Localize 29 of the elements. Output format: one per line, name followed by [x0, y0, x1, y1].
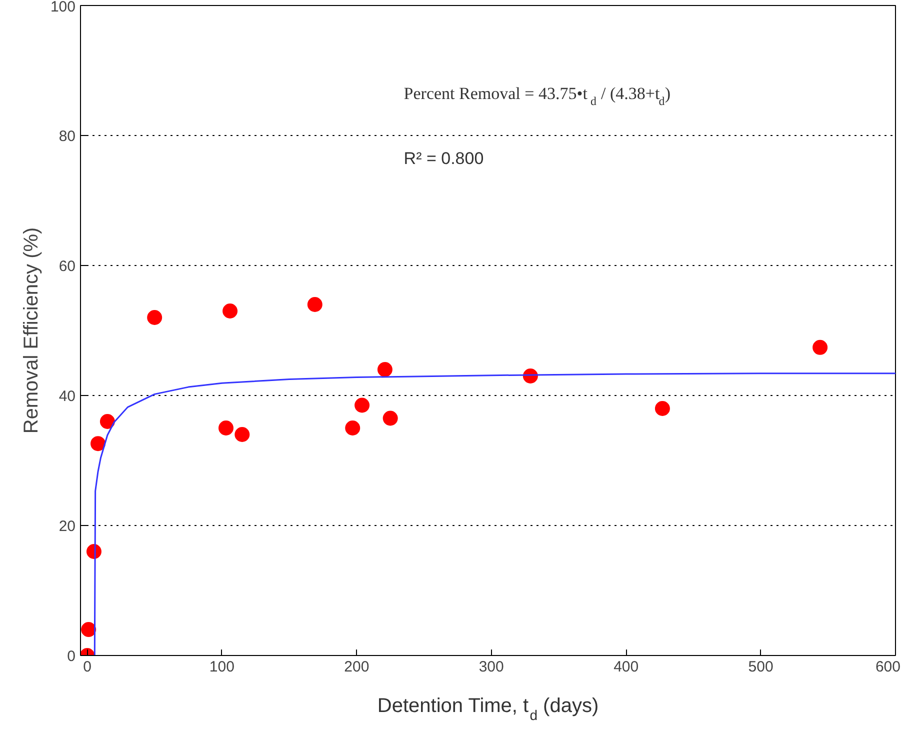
point	[218, 420, 234, 436]
point	[377, 362, 392, 377]
annotation: R² = 0.800	[404, 149, 484, 168]
y-tick-label: 80	[58, 128, 76, 145]
point	[81, 622, 96, 637]
x-tick-label: 400	[614, 658, 639, 676]
point	[234, 427, 250, 442]
point	[307, 297, 322, 312]
x-tick-label: 0	[83, 658, 92, 676]
x-tick-label: 500	[748, 658, 774, 676]
y-tick-label: 20	[58, 518, 76, 535]
x-tick-label: 300	[478, 658, 504, 676]
y-tick-label: 60	[58, 258, 76, 275]
x-tick-label: 200	[344, 658, 370, 676]
point	[654, 401, 670, 416]
y-tick-label: 40	[58, 388, 76, 405]
point	[222, 304, 238, 318]
y-tick-label: 0	[67, 648, 76, 665]
point	[812, 340, 828, 355]
point	[354, 398, 370, 413]
point	[90, 436, 106, 452]
point	[100, 414, 115, 429]
y-axis-title: Removal Efficiency (%)	[20, 227, 42, 434]
y-tick-label: 100	[50, 0, 76, 16]
point	[147, 310, 162, 325]
x-tick-label: 600	[875, 658, 901, 676]
x-tick-label: 100	[209, 658, 234, 676]
point	[345, 420, 360, 436]
point	[382, 410, 398, 426]
